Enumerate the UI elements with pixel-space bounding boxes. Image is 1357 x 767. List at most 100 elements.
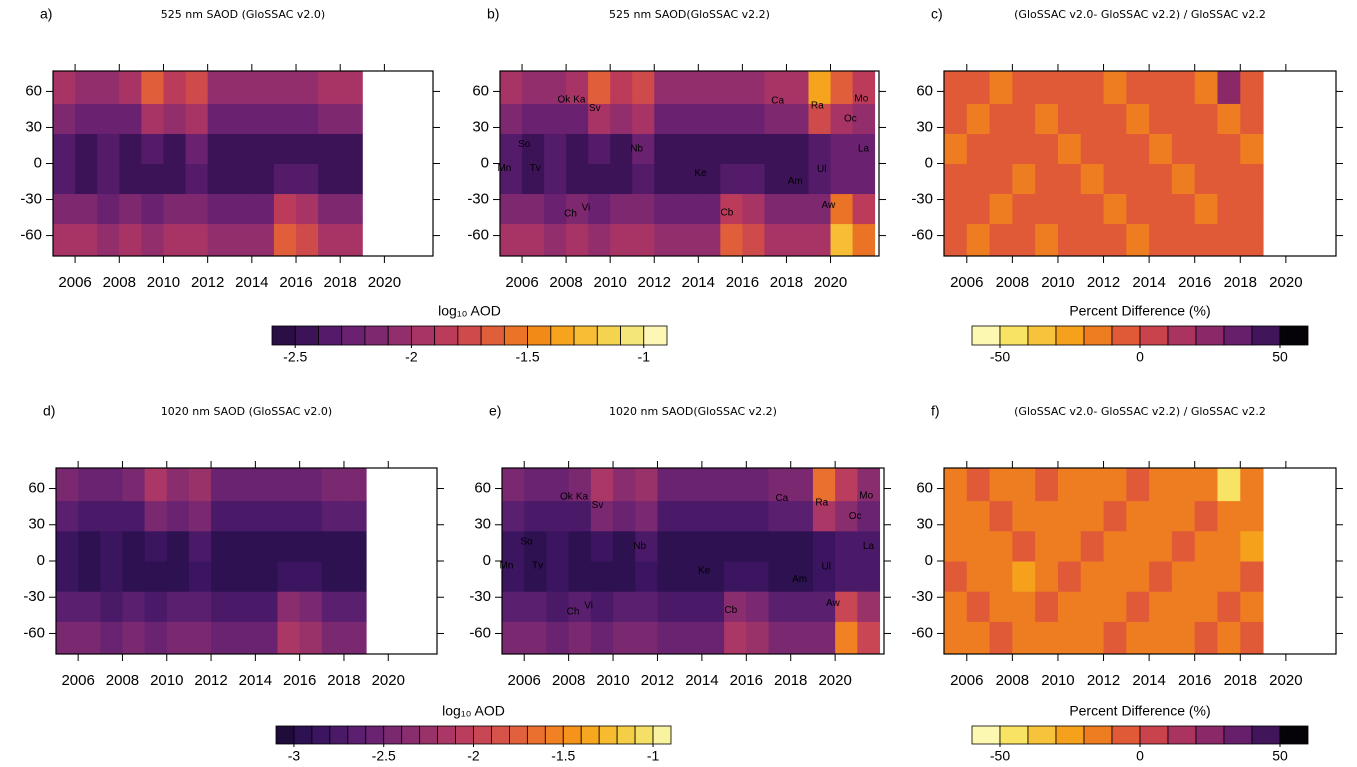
cell: [273, 193, 297, 225]
cell: [1240, 163, 1264, 195]
cell: [1103, 133, 1127, 164]
x-tick-label: 2008: [996, 274, 1029, 291]
cell: [676, 133, 699, 164]
cell: [830, 71, 854, 104]
cell: [588, 163, 611, 195]
cell: [657, 530, 681, 562]
cell: [524, 621, 547, 655]
cell: [698, 71, 721, 104]
cell: [100, 561, 123, 592]
cell: [1217, 71, 1241, 104]
cell: [273, 103, 297, 134]
cell: [857, 591, 881, 622]
cell: [522, 71, 545, 104]
cell: [1103, 500, 1127, 532]
colorbar-box: [473, 725, 492, 745]
cell: [1012, 71, 1036, 104]
cell: [966, 591, 991, 622]
cell: [1149, 223, 1173, 257]
cell: [185, 103, 209, 134]
colorbar-box: [437, 725, 456, 745]
cell: [1126, 71, 1150, 104]
x-tick-label: 2012: [638, 274, 671, 291]
y-tick-label: -30: [20, 191, 42, 208]
cell: [56, 591, 79, 622]
cell: [1217, 103, 1241, 134]
cell: [786, 103, 809, 134]
colorbar-box: [509, 725, 528, 745]
cell: [522, 223, 545, 257]
colorbar-box: [503, 325, 528, 346]
cell: [522, 103, 545, 134]
colorbar-box: [550, 325, 575, 346]
cell: [185, 223, 209, 257]
cell: [185, 71, 209, 104]
cell: [808, 133, 832, 164]
cell: [299, 621, 323, 655]
annotation: Mo: [859, 490, 873, 501]
cell: [500, 163, 523, 195]
colorbar-box: [1195, 725, 1225, 745]
cell: [141, 163, 164, 195]
x-tick-label: 2012: [191, 274, 224, 291]
cell: [966, 193, 991, 225]
cell: [1171, 71, 1196, 104]
cell: [340, 193, 363, 225]
colorbar-box: [1223, 725, 1253, 745]
cell: [1126, 591, 1150, 622]
cell: [56, 500, 79, 532]
cell: [1103, 71, 1127, 104]
cell: [97, 133, 120, 164]
annotation: Ok: [558, 94, 572, 105]
cell: [1057, 133, 1082, 164]
cell: [546, 530, 570, 562]
cell: [56, 561, 79, 592]
cell: [1103, 223, 1127, 257]
cell: [1012, 103, 1036, 134]
cell: [1126, 133, 1150, 164]
cell: [97, 223, 120, 257]
x-tick-label: 2018: [1224, 274, 1257, 291]
cell: [207, 223, 231, 257]
cell: [966, 71, 991, 104]
x-tick-label: 2016: [1178, 672, 1211, 689]
annotation: Ka: [576, 492, 589, 503]
cell: [1171, 591, 1196, 622]
cell: [53, 223, 76, 257]
cell: [588, 133, 611, 164]
panel-label: d): [43, 403, 55, 419]
colorbar-tick-label: -3: [288, 748, 301, 764]
cell: [632, 223, 655, 257]
cell: [166, 468, 190, 502]
cell: [207, 103, 231, 134]
colorbar-box: [1279, 325, 1309, 346]
cell: [1194, 103, 1218, 134]
cell: [1057, 591, 1082, 622]
annotation: Tv: [532, 560, 543, 571]
cell: [812, 621, 836, 655]
x-tick-label: 2018: [1224, 672, 1257, 689]
cell: [163, 193, 187, 225]
cell: [1035, 103, 1059, 134]
cell: [144, 621, 168, 655]
cell: [1080, 621, 1105, 655]
cell: [698, 223, 721, 257]
cell: [635, 591, 658, 622]
cell: [764, 103, 787, 134]
cell: [1126, 223, 1150, 257]
cell: [321, 621, 345, 655]
colorbar-tick-label: -1.5: [551, 748, 575, 764]
cell: [808, 71, 832, 104]
cell: [852, 193, 876, 225]
cell: [746, 621, 770, 655]
cell: [989, 133, 1013, 164]
cell: [566, 71, 589, 104]
colorbar-box: [294, 325, 319, 346]
cell: [75, 103, 98, 134]
x-tick-label: 2006: [950, 274, 983, 291]
cell: [78, 561, 101, 592]
cell: [764, 223, 787, 257]
cell: [141, 71, 164, 104]
cell: [1194, 468, 1218, 502]
colorbar-box: [434, 325, 459, 346]
